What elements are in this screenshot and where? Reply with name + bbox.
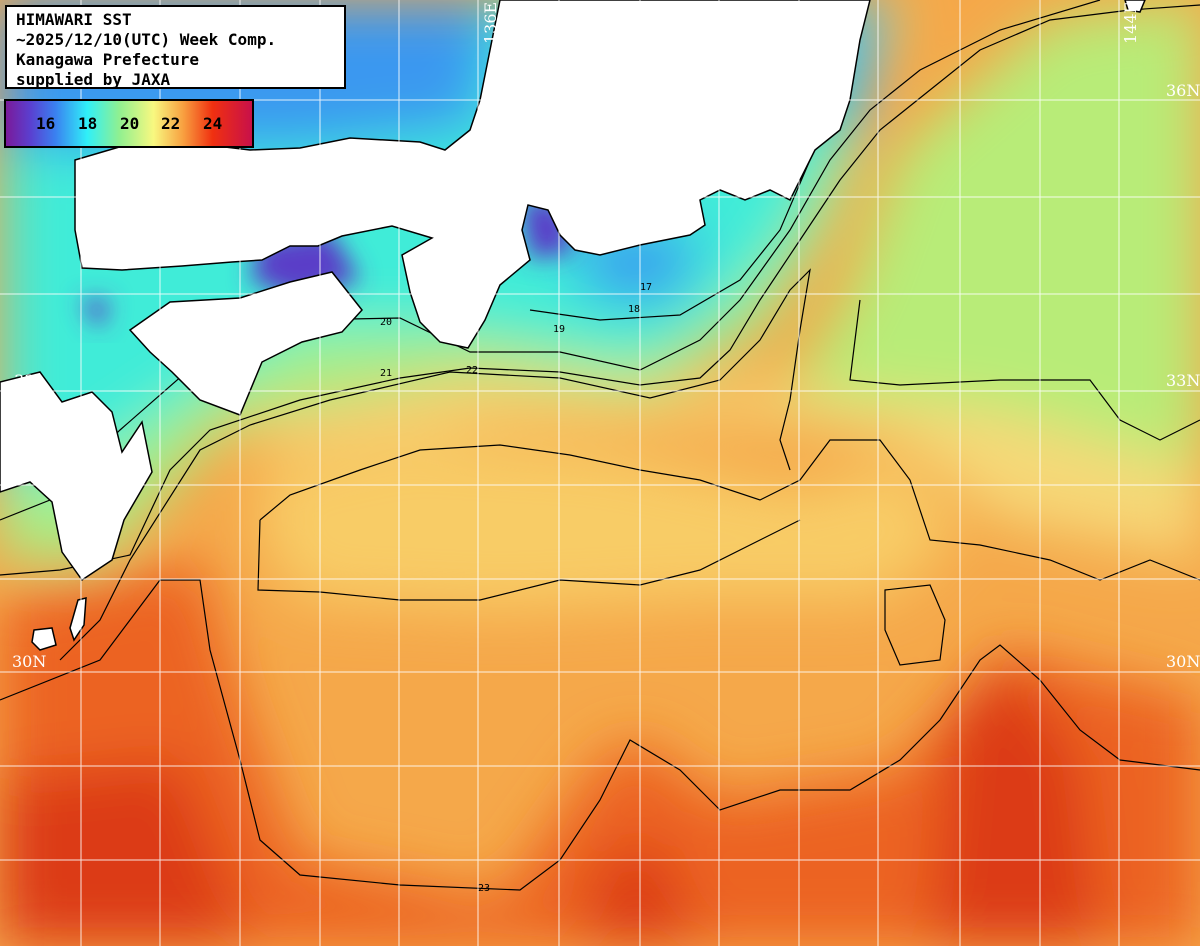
land-kyushu [0,371,153,582]
contour-lines [0,0,1200,891]
grid-labels: 136E 144E 36N 33N 33 30N 30N [12,2,1200,671]
lon-label-144e: 144E [1121,2,1140,44]
lon-label-136e: 136E [481,2,500,44]
contour-labels: 17 18 19 20 21 22 23 [380,282,652,894]
legend-tick-18: 18 [78,114,98,133]
contour-22 [59,268,811,661]
color-scale-legend: 16 18 20 22 24 [4,99,254,148]
warmest-water [0,660,1100,946]
legend-tick-20: 20 [120,114,140,133]
title-line-product: HIMAWARI SST [16,10,132,29]
cool-center [260,440,960,610]
legend-tick-16: 16 [36,114,56,133]
land-island-northeast [1124,0,1146,13]
lat-label-30n-right: 30N [1166,652,1200,671]
title-box: HIMAWARI SST ~2025/12/10(UTC) Week Comp.… [5,5,346,89]
land-island-yakushima [31,627,57,651]
contour-21 [0,4,1200,576]
contour-23 [0,579,1200,891]
land-honshu [74,0,871,349]
title-line-publisher: Kanagawa Prefecture [16,50,200,69]
contour-label-22: 22 [466,365,478,376]
contour-label-18: 18 [628,304,640,315]
legend-tick-24: 24 [203,114,223,133]
contour-label-21: 21 [380,368,392,379]
purple-bays [80,200,575,330]
lat-label-33n-right: 33N [1166,371,1200,390]
land-shikoku [128,271,363,416]
land-island-tanegashima [69,597,87,642]
lat-label-36n-right: 36N [1166,81,1200,100]
contour-label-23: 23 [478,883,490,894]
contour-22-loop [257,439,1200,601]
lat-label-33-left: 33 [14,371,34,390]
land [0,0,1146,651]
transition-band [220,380,1200,560]
contour-21-east [849,299,1200,441]
contour-23-loop [884,584,946,666]
contour-label-19: 19 [553,324,565,335]
warm-water-south [0,560,1200,946]
lat-label-30n-left: 30N [12,652,46,671]
legend-tick-22: 22 [161,114,181,133]
contour-label-20: 20 [380,317,392,328]
title-line-source: supplied by JAXA [16,70,171,89]
contour-label-17: 17 [640,282,652,293]
green-northeast [790,0,1200,470]
title-line-date: ~2025/12/10(UTC) Week Comp. [16,30,277,49]
